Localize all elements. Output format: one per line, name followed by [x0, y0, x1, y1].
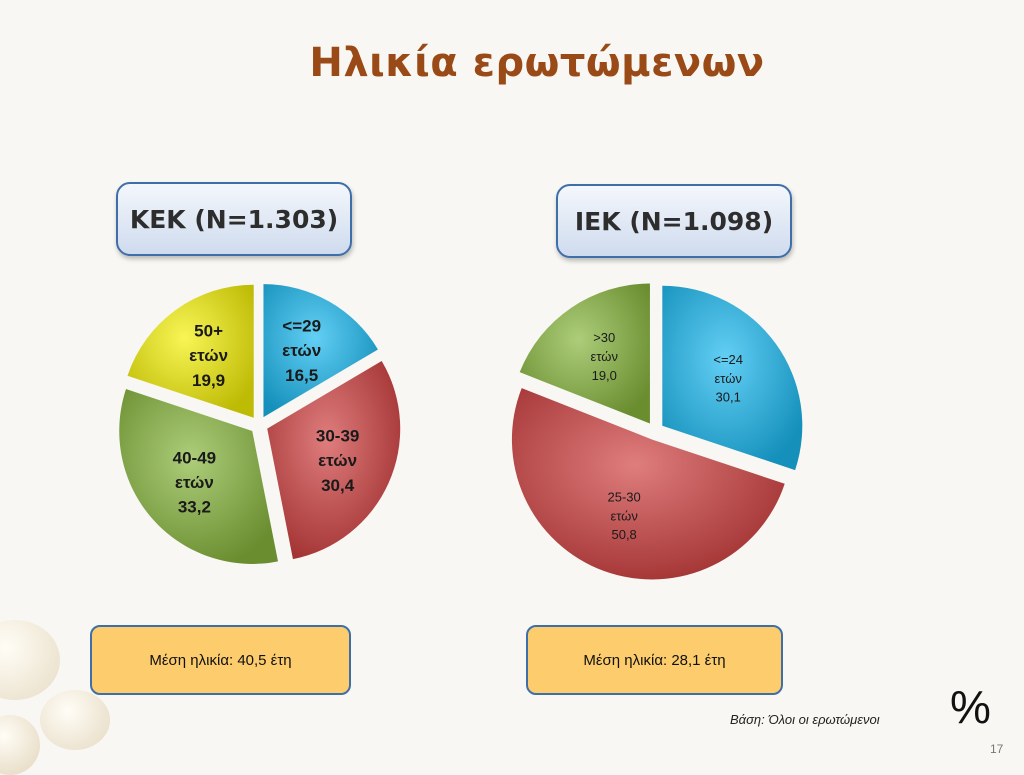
decorative-pearl [0, 715, 40, 775]
base-note: Βάση: Όλοι οι ερωτώμενοι [730, 712, 880, 727]
decorative-pearl [40, 690, 110, 750]
iek-pie-chart: <=24 ετών 30,1 25-30 ετών 50,8 >30 ετών 19,0 [511, 283, 803, 580]
decorative-pearl [0, 620, 60, 700]
kek-pie-chart: <=29 ετών 16,5 30-39 ετών 30,4 40-49 ετών 33,2 50… [119, 284, 401, 564]
pie-slice-50 [127, 284, 254, 418]
pie-label-25-30: 25-30 ετών 50,8 [608, 489, 641, 542]
pie-label-50: 50+ ετών 19,9 [189, 321, 228, 389]
pie-slice-29 [263, 284, 378, 418]
kek-group-label: ΚΕΚ (Ν=1.303) [116, 182, 352, 256]
kek-mean-age: Μέση ηλικία: 40,5 έτη [90, 625, 351, 695]
pie-label-24: <=24 ετών 30,1 [713, 352, 743, 405]
pie-label-40-49: 40-49 ετών 33,2 [173, 448, 216, 516]
pie-label-30: >30 ετών 19,0 [591, 330, 618, 383]
pie-slice-30 [519, 283, 650, 424]
pie-label-29: <=29 ετών 16,5 [282, 316, 321, 384]
percent-unit: % [950, 681, 991, 733]
page-title: Ηλικία ερωτώμενων [309, 40, 765, 86]
pie-slice-24 [662, 285, 803, 471]
page-number: 17 [990, 742, 1004, 756]
pie-label-30-39: 30-39 ετών 30,4 [316, 427, 359, 495]
pie-slice-25-30 [511, 388, 785, 580]
pie-slice-30-39 [267, 360, 401, 560]
pie-slice-40-49 [119, 389, 278, 564]
iek-mean-age: Μέση ηλικία: 28,1 έτη [526, 625, 783, 695]
iek-group-label: ΙΕΚ (Ν=1.098) [556, 184, 792, 258]
